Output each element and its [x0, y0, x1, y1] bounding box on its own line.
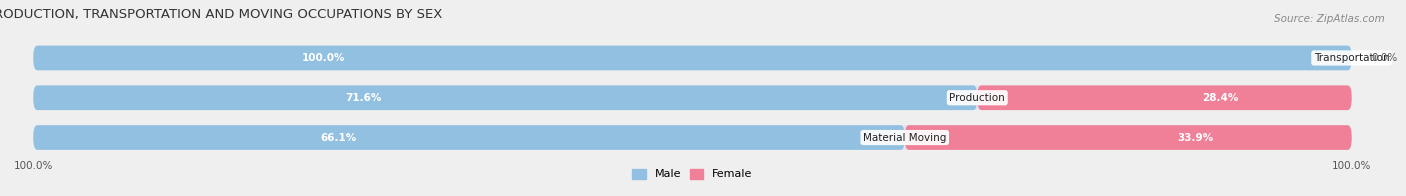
Text: 100.0%: 100.0%	[1331, 162, 1371, 172]
Text: 28.4%: 28.4%	[1202, 93, 1239, 103]
FancyBboxPatch shape	[34, 85, 1351, 110]
Legend: Male, Female: Male, Female	[628, 164, 756, 184]
FancyBboxPatch shape	[34, 125, 1351, 150]
Text: Transportation: Transportation	[1313, 53, 1389, 63]
Text: 71.6%: 71.6%	[346, 93, 382, 103]
FancyBboxPatch shape	[904, 125, 1351, 150]
Text: Material Moving: Material Moving	[863, 132, 946, 142]
Text: 33.9%: 33.9%	[1177, 132, 1213, 142]
FancyBboxPatch shape	[34, 46, 1351, 70]
Text: 100.0%: 100.0%	[302, 53, 344, 63]
FancyBboxPatch shape	[34, 46, 1351, 70]
FancyBboxPatch shape	[34, 85, 977, 110]
Text: 100.0%: 100.0%	[14, 162, 53, 172]
Text: 66.1%: 66.1%	[321, 132, 357, 142]
FancyBboxPatch shape	[977, 85, 1351, 110]
Text: PRODUCTION, TRANSPORTATION AND MOVING OCCUPATIONS BY SEX: PRODUCTION, TRANSPORTATION AND MOVING OC…	[0, 8, 443, 21]
Text: 0.0%: 0.0%	[1371, 53, 1398, 63]
Text: Source: ZipAtlas.com: Source: ZipAtlas.com	[1274, 14, 1385, 24]
FancyBboxPatch shape	[34, 125, 904, 150]
Text: Production: Production	[949, 93, 1005, 103]
